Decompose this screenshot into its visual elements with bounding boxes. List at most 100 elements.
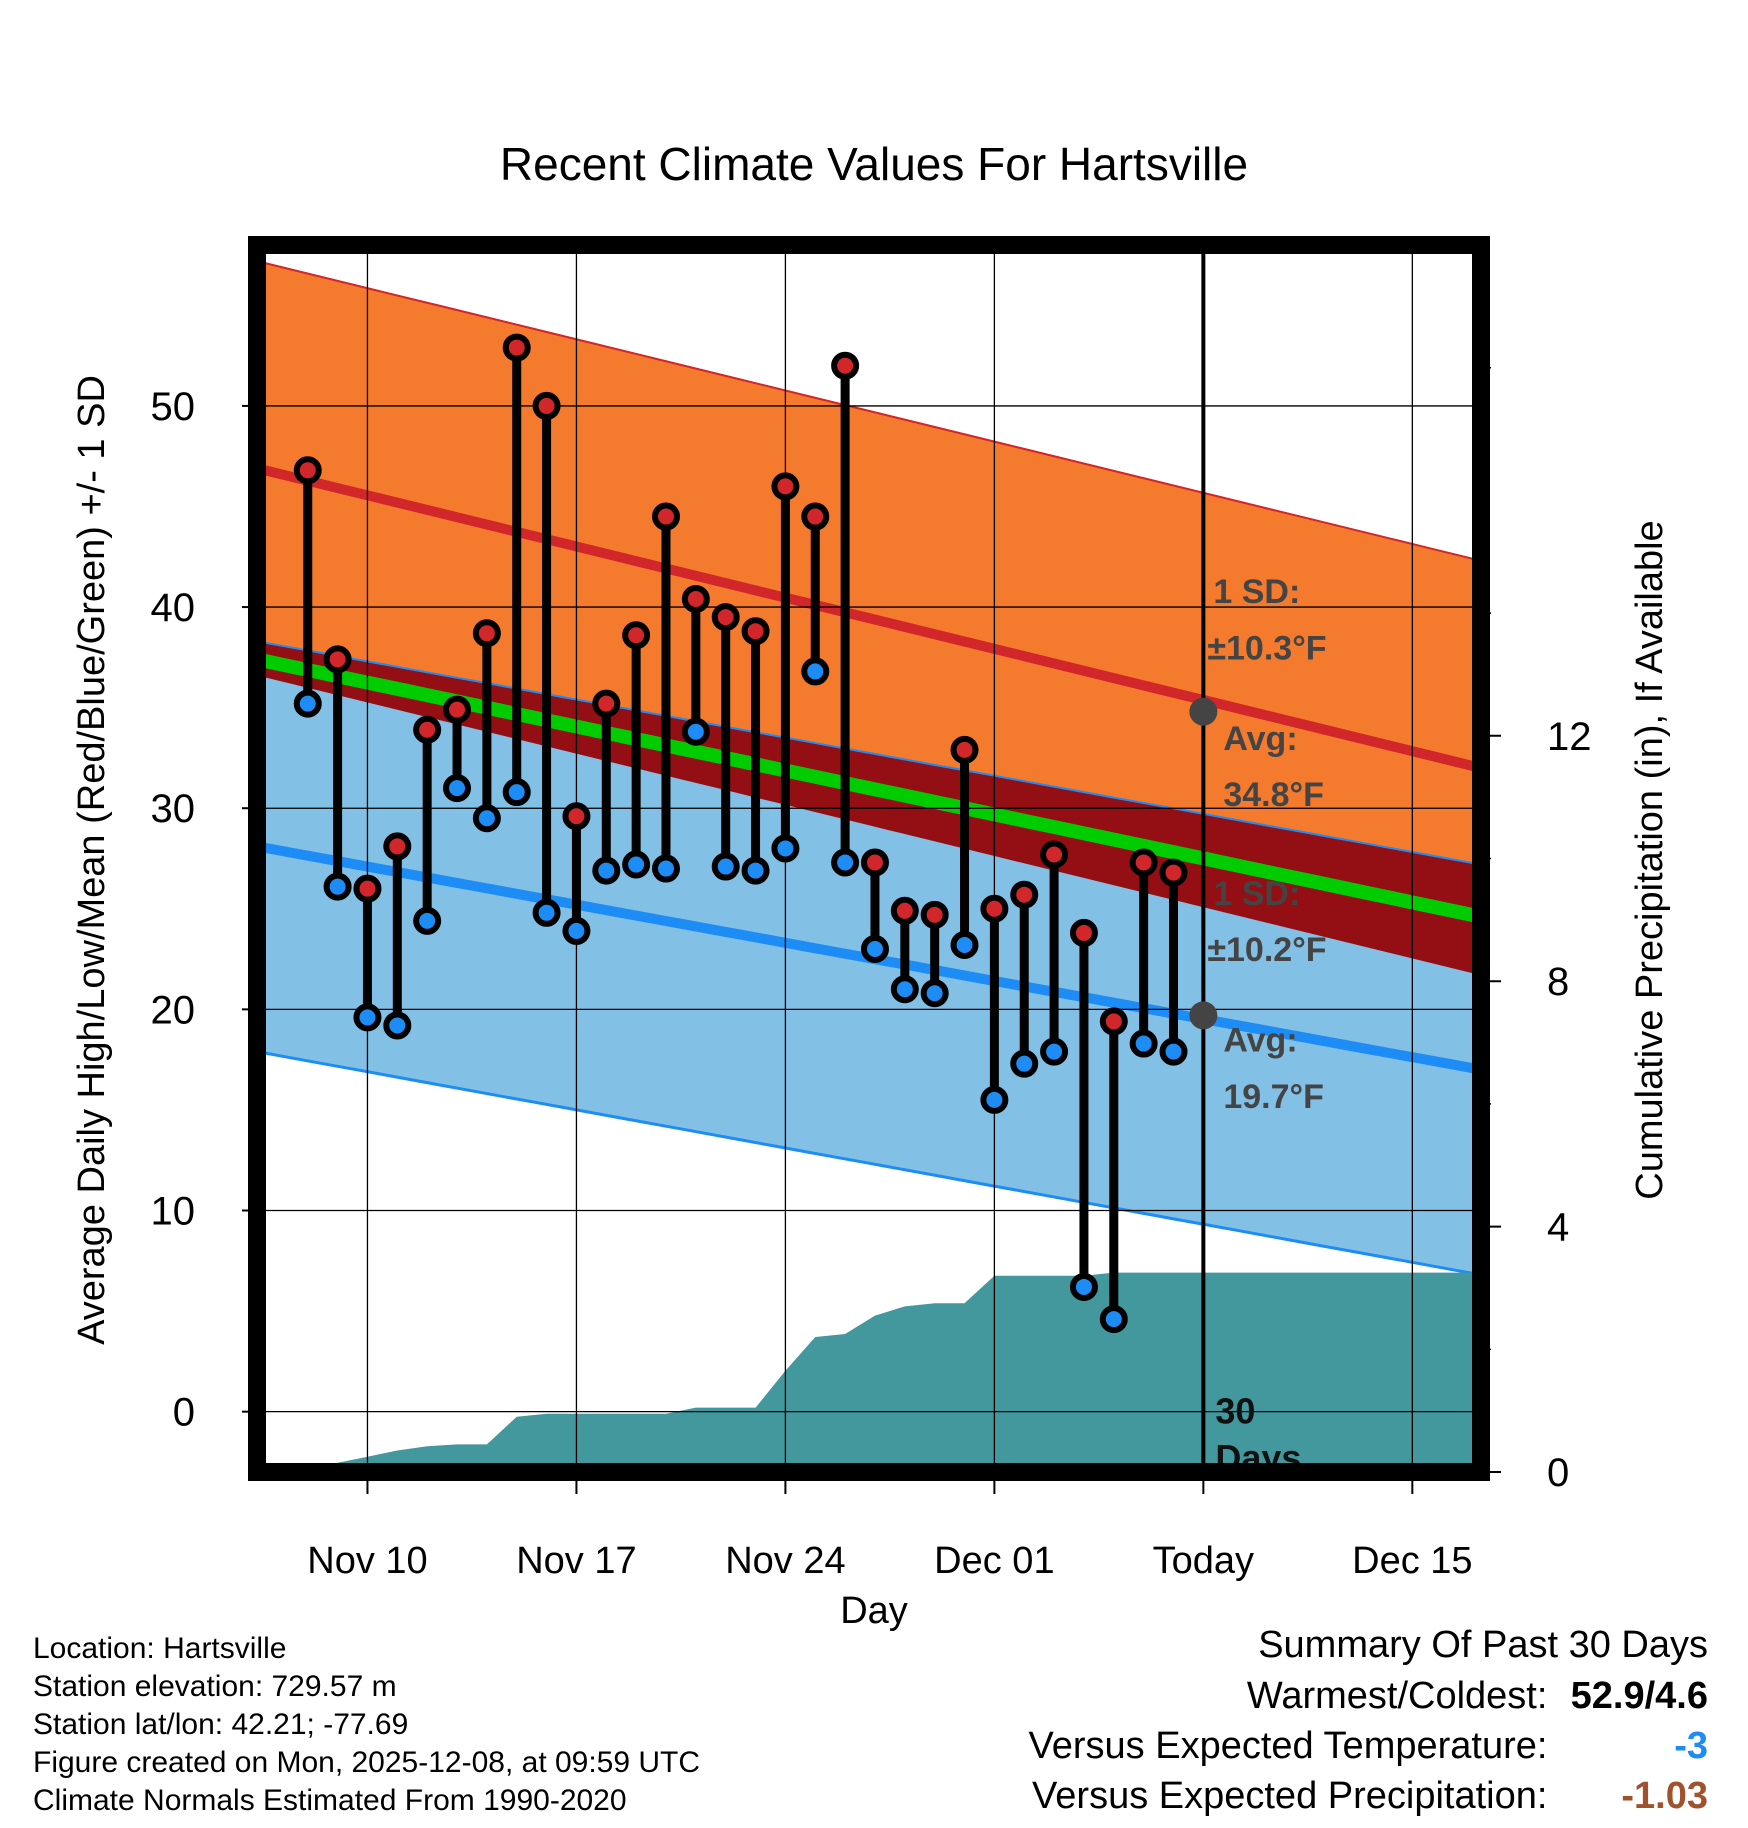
low-sd-label: 1 SD: <box>1213 875 1300 913</box>
low-avg-label: Avg: <box>1223 1022 1297 1060</box>
temp-value: -3 <box>1674 1725 1708 1767</box>
high-avg-label: Avg: <box>1223 720 1297 758</box>
x-axis-label: Day <box>840 1590 908 1632</box>
daily-high-point <box>1040 840 1069 869</box>
daily-high-point <box>950 735 979 764</box>
summary-temp-row: Versus Expected Temperature: -3 <box>1029 1725 1708 1768</box>
daily-low-point <box>860 935 889 964</box>
daily-high-point <box>1069 918 1098 947</box>
daily-high-point <box>1129 848 1158 877</box>
today-avg-low-marker <box>1189 1001 1218 1030</box>
daily-high-point <box>711 603 740 632</box>
daily-high-point <box>651 502 680 531</box>
daily-low-point <box>950 930 979 959</box>
chart-title: Recent Climate Values For Hartsville <box>500 138 1248 190</box>
daily-high-point <box>622 621 651 650</box>
today-avg-high-marker <box>1189 697 1218 726</box>
daily-high-point <box>980 894 1009 923</box>
warmest-label: Warmest/Coldest: <box>1246 1675 1548 1717</box>
daily-low-point <box>383 1011 412 1040</box>
daily-high-point <box>443 695 472 724</box>
y-tick-label: 10 <box>151 1190 196 1234</box>
daily-low-point <box>592 856 621 885</box>
low-avg-value: 19.7°F <box>1223 1078 1324 1116</box>
daily-low-point <box>1040 1037 1069 1066</box>
daily-low-point <box>502 778 531 807</box>
daily-high-point <box>860 848 889 877</box>
y-tick-label: 30 <box>151 787 196 831</box>
station-latlon: Station lat/lon: 42.21; -77.69 <box>33 1708 409 1741</box>
daily-high-point <box>532 391 561 420</box>
daily-high-point <box>681 585 710 614</box>
daily-low-point <box>831 848 860 877</box>
daily-high-point <box>1010 880 1039 909</box>
climate-normals: Climate Normals Estimated From 1990-2020 <box>33 1784 627 1817</box>
daily-low-point <box>801 657 830 686</box>
today-days-number: 30 <box>1215 1391 1255 1432</box>
daily-high-point <box>1159 858 1188 887</box>
summary-precip-row: Versus Expected Precipitation: -1.03 <box>1032 1775 1708 1818</box>
normal-high-line <box>257 463 1481 773</box>
daily-high-point <box>771 472 800 501</box>
high-sd-value: ±10.3°F <box>1207 629 1326 667</box>
y2-tick-label: 8 <box>1547 960 1569 1004</box>
daily-high-point <box>353 874 382 903</box>
daily-high-point <box>920 900 949 929</box>
daily-high-point <box>1099 1007 1128 1036</box>
y-axis-label: Average Daily High/Low/Mean (Red/Blue/Gr… <box>71 375 113 1345</box>
station-elevation: Station elevation: 729.57 m <box>33 1670 397 1703</box>
daily-high-point <box>741 617 770 646</box>
y2-tick-label: 4 <box>1547 1206 1569 1250</box>
daily-low-point <box>293 689 322 718</box>
y-tick-label: 20 <box>151 988 196 1032</box>
figure-created: Figure created on Mon, 2025-12-08, at 09… <box>33 1746 701 1779</box>
daily-high-point <box>890 896 919 925</box>
precip-value: -1.03 <box>1621 1775 1708 1817</box>
high-sd-label: 1 SD: <box>1213 573 1300 611</box>
daily-low-point <box>1129 1029 1158 1058</box>
daily-low-point <box>681 717 710 746</box>
warmest-value: 52.9/4.6 <box>1570 1675 1708 1717</box>
normal-high-upper-edge <box>257 260 1481 562</box>
daily-low-point <box>562 916 591 945</box>
precip-label: Versus Expected Precipitation: <box>1032 1775 1548 1817</box>
plot-area: 1 SD: ±10.3°F Avg: 34.8°F 1 SD: ±10.2°F Avg: 19… <box>257 245 1481 1472</box>
y-tick-label: 40 <box>151 586 196 630</box>
precip-area <box>257 1272 1481 1472</box>
daily-low-point <box>651 854 680 883</box>
low-sd-value: ±10.2°F <box>1207 931 1326 969</box>
daily-low-point <box>443 774 472 803</box>
daily-high-point <box>562 802 591 831</box>
daily-high-point <box>502 333 531 362</box>
daily-high-point <box>472 619 501 648</box>
x-tick-label: Nov 24 <box>725 1540 845 1582</box>
daily-high-point <box>831 351 860 380</box>
x-tick-label: Dec 01 <box>934 1540 1054 1582</box>
daily-low-point <box>980 1085 1009 1114</box>
y2-tick-label: 12 <box>1547 715 1592 759</box>
daily-low-point <box>532 898 561 927</box>
daily-high-point <box>293 456 322 485</box>
x-tick-label: Today <box>1153 1540 1254 1582</box>
summary-title: Summary Of Past 30 Days <box>1258 1624 1708 1666</box>
daily-high-point <box>413 715 442 744</box>
station-location: Location: Hartsville <box>33 1632 287 1665</box>
daily-low-point <box>622 850 651 879</box>
daily-high-point <box>323 645 352 674</box>
normal-low-lower-edge <box>257 1050 1481 1277</box>
summary-warmest-row: Warmest/Coldest: 52.9/4.6 <box>1247 1675 1708 1718</box>
daily-low-point <box>323 872 352 901</box>
x-tick-label: Nov 10 <box>307 1540 427 1582</box>
normal-low-upper-edge <box>257 640 1481 866</box>
y-tick-label: 0 <box>173 1391 195 1435</box>
y-tick-label: 50 <box>151 385 196 429</box>
daily-low-point <box>353 1003 382 1032</box>
high-avg-value: 34.8°F <box>1223 776 1324 814</box>
daily-low-point <box>1010 1049 1039 1078</box>
axes: 0 10 20 30 40 50 0 4 8 12 Nov 10 Nov 17 Nov 24 Dec 01… <box>151 236 1592 1582</box>
x-tick-label: Dec 15 <box>1352 1540 1472 1582</box>
daily-low-point <box>920 979 949 1008</box>
x-tick-label: Nov 17 <box>516 1540 636 1582</box>
temp-label: Versus Expected Temperature: <box>1028 1725 1548 1767</box>
